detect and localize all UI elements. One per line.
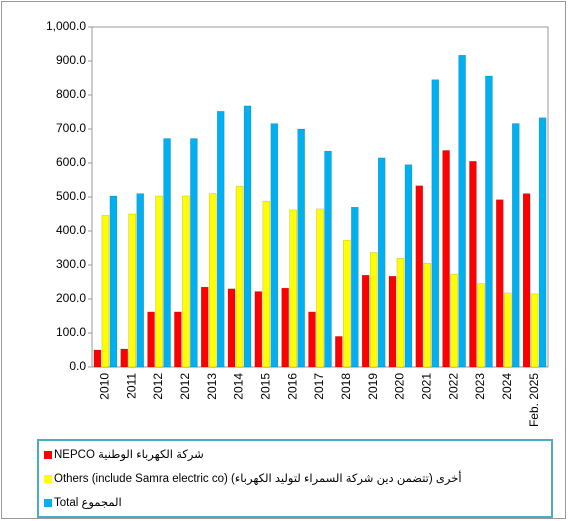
x-tick-label: 2017	[312, 373, 326, 400]
bar	[450, 273, 458, 368]
x-tick-label: Feb. 2025	[527, 373, 541, 427]
legend-box	[37, 439, 553, 518]
bar	[120, 348, 128, 368]
x-tick-label: 2013	[205, 373, 219, 400]
bar	[415, 185, 424, 368]
bar	[316, 208, 324, 368]
y-tick-label: 200.0	[56, 291, 86, 305]
y-tick-label: 100.0	[56, 325, 86, 339]
bar	[182, 195, 190, 368]
x-tick-label: 2012	[178, 373, 192, 400]
bar	[163, 138, 171, 368]
bar	[343, 239, 351, 368]
x-tick-label: 2024	[500, 373, 514, 400]
bar	[174, 311, 182, 368]
bar	[270, 123, 279, 368]
bar	[147, 311, 155, 368]
x-tick-label: 2014	[232, 373, 246, 400]
legend-label: Total المجموع	[54, 497, 122, 510]
x-tick-label: 2019	[366, 373, 380, 400]
bar	[431, 79, 440, 368]
bar	[469, 161, 477, 368]
bar	[477, 283, 485, 368]
legend-label: Others (include Samra electric co) أخرى …	[54, 470, 462, 486]
y-tick-label: 300.0	[56, 257, 86, 271]
legend-swatch	[44, 451, 52, 459]
y-tick-label: 800.0	[56, 87, 86, 101]
y-tick-label: 700.0	[56, 121, 86, 135]
x-tick-label: 2021	[419, 373, 433, 400]
bar	[485, 75, 493, 368]
bar	[530, 293, 539, 368]
bar	[262, 200, 271, 368]
bar	[136, 193, 144, 368]
y-tick-label: 900.0	[56, 53, 86, 67]
y-tick-label: 400.0	[56, 223, 86, 237]
legend-swatch	[44, 499, 52, 507]
bar	[227, 288, 236, 368]
bar	[289, 209, 297, 368]
bar	[458, 54, 466, 368]
x-tick-label: 2015	[259, 373, 273, 400]
bar	[190, 138, 198, 368]
bar	[369, 252, 378, 368]
x-tick-label: 2023	[473, 373, 487, 400]
bar	[93, 349, 102, 368]
x-tick-label: 2012	[151, 373, 165, 400]
bar	[208, 193, 217, 368]
bar	[361, 274, 370, 368]
legend-swatch	[44, 475, 52, 483]
bar	[308, 311, 316, 368]
x-tick-label: 2018	[339, 373, 353, 400]
bar	[281, 287, 289, 368]
y-tick-label: 600.0	[56, 155, 86, 169]
y-tick-label: 1,000.0	[46, 19, 86, 33]
bar	[442, 150, 450, 368]
bar	[101, 215, 110, 368]
bar	[496, 199, 504, 368]
bar	[335, 336, 343, 368]
bar	[243, 105, 252, 368]
bar	[155, 195, 163, 368]
bar	[351, 206, 359, 368]
bar	[522, 193, 531, 368]
bar	[512, 123, 520, 368]
x-tick-label: 2020	[393, 373, 407, 400]
bar	[216, 111, 225, 368]
bar	[128, 213, 136, 368]
y-tick-label: 500.0	[56, 189, 86, 203]
x-tick-label: 2016	[285, 373, 299, 400]
bar	[324, 150, 332, 368]
y-tick-label: 0.0	[69, 359, 86, 373]
x-tick-label: 2010	[98, 373, 112, 400]
x-tick-label: 2011	[124, 373, 138, 399]
bar	[254, 291, 263, 368]
bar	[504, 292, 512, 368]
legend-label: NEPCO شركة الكهرباء الوطنية	[54, 449, 204, 462]
bar	[109, 195, 118, 368]
bar	[423, 263, 432, 368]
bar	[297, 128, 305, 368]
bar	[377, 157, 386, 368]
x-tick-label: 2022	[446, 373, 460, 400]
bar	[235, 185, 244, 368]
bar	[396, 257, 405, 368]
bar	[538, 117, 547, 368]
bar	[404, 164, 413, 368]
bar	[388, 275, 397, 368]
bar	[200, 286, 209, 368]
